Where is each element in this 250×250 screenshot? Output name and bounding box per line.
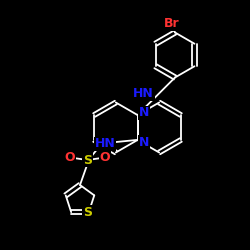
Text: S: S	[83, 154, 92, 166]
Text: S: S	[83, 206, 92, 219]
Text: N: N	[138, 106, 149, 120]
Text: Br: Br	[164, 17, 179, 30]
Text: O: O	[65, 151, 75, 164]
Text: HN: HN	[94, 137, 116, 150]
Text: O: O	[100, 151, 110, 164]
Text: HN: HN	[134, 87, 154, 100]
Text: N: N	[138, 136, 149, 148]
